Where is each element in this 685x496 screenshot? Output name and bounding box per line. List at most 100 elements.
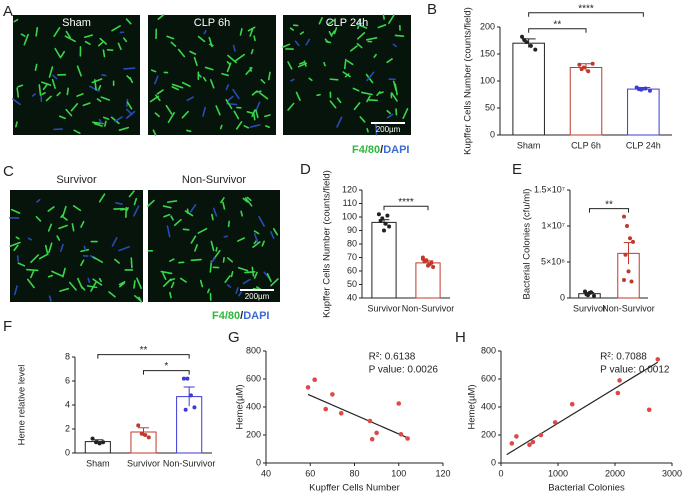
cell-stain bbox=[34, 63, 38, 72]
cell-stain bbox=[386, 109, 391, 115]
data-point bbox=[97, 441, 102, 446]
cell-stain bbox=[343, 58, 347, 70]
data-point bbox=[621, 278, 626, 282]
y-tick-label: 600 bbox=[246, 373, 261, 383]
stain-label: F4/80 bbox=[212, 310, 240, 322]
data-point bbox=[592, 293, 597, 298]
cell-stain bbox=[287, 61, 293, 70]
cell-stain bbox=[16, 87, 20, 98]
cell-stain bbox=[220, 197, 225, 204]
cell-stain bbox=[177, 48, 186, 58]
y-tick-label: 80 bbox=[347, 238, 357, 248]
cell-stain bbox=[253, 232, 259, 243]
data-point bbox=[382, 228, 386, 233]
significance-label: **** bbox=[578, 3, 594, 14]
cell-stain bbox=[189, 204, 197, 213]
cell-stain bbox=[114, 258, 120, 264]
significance-label: **** bbox=[398, 197, 414, 208]
cell-stain bbox=[353, 102, 361, 111]
cell-stain bbox=[48, 295, 52, 302]
y-tick-label: 600 bbox=[481, 373, 496, 383]
significance-label: * bbox=[164, 361, 168, 372]
cell-stain bbox=[190, 258, 202, 262]
cell-stain bbox=[71, 223, 75, 232]
y-tick-label: 400 bbox=[246, 401, 261, 411]
cell-stain bbox=[47, 274, 54, 278]
cell-stain bbox=[261, 240, 265, 247]
cell-stain bbox=[56, 235, 61, 241]
cell-stain bbox=[247, 26, 256, 32]
cell-stain bbox=[44, 244, 49, 256]
microscopy-texture bbox=[282, 14, 409, 136]
cell-stain bbox=[169, 258, 175, 262]
cell-stain bbox=[181, 81, 191, 88]
cell-stain bbox=[92, 278, 103, 286]
cell-stain bbox=[226, 95, 234, 103]
x-axis-label: Bacterial Colonies bbox=[548, 483, 625, 494]
cell-stain bbox=[173, 218, 182, 227]
data-point bbox=[385, 213, 390, 218]
data-point bbox=[647, 88, 652, 93]
x-tick-label: 0 bbox=[498, 468, 503, 478]
cell-stain bbox=[62, 267, 66, 278]
cell-stain bbox=[202, 106, 206, 117]
microscopy-texture bbox=[9, 190, 143, 303]
cell-stain bbox=[237, 266, 249, 272]
cell-stain bbox=[359, 116, 366, 123]
cell-stain bbox=[232, 44, 236, 52]
y-axis-label: Heme(µM) bbox=[235, 384, 246, 429]
cell-stain bbox=[386, 113, 394, 119]
cell-stain bbox=[235, 121, 243, 130]
cell-stain bbox=[242, 278, 251, 285]
cell-stain bbox=[366, 71, 375, 82]
data-point bbox=[387, 224, 392, 229]
cell-stain bbox=[156, 89, 164, 95]
data-point bbox=[552, 420, 558, 425]
panel-letter: D bbox=[300, 161, 311, 178]
cell-stain bbox=[222, 201, 226, 210]
cell-stain bbox=[246, 196, 252, 202]
cell-stain bbox=[133, 280, 136, 289]
data-point bbox=[369, 436, 375, 442]
cell-stain bbox=[117, 42, 122, 51]
cell-stain bbox=[235, 287, 239, 294]
cell-stain bbox=[209, 79, 215, 89]
cell-stain bbox=[366, 95, 371, 103]
image-label: Sham bbox=[62, 17, 91, 29]
data-point bbox=[590, 61, 595, 66]
data-point bbox=[643, 86, 648, 91]
y-tick-label: 6 bbox=[65, 375, 70, 385]
cell-stain bbox=[255, 109, 259, 119]
cell-stain bbox=[134, 295, 142, 302]
cell-stain bbox=[211, 213, 214, 221]
cell-stain bbox=[270, 278, 279, 287]
y-axis-label: Heme(µM) bbox=[467, 384, 478, 429]
cell-stain bbox=[297, 62, 308, 68]
cell-stain bbox=[365, 37, 378, 41]
y-tick-label: 40 bbox=[347, 292, 357, 302]
cell-stain bbox=[267, 71, 271, 81]
cell-stain bbox=[253, 271, 258, 279]
y-tick-label: 800 bbox=[481, 345, 496, 355]
data-point bbox=[405, 436, 410, 441]
cell-stain bbox=[210, 240, 215, 252]
data-point bbox=[626, 269, 631, 274]
data-point bbox=[615, 390, 621, 396]
data-point bbox=[621, 214, 626, 219]
cell-stain bbox=[316, 93, 321, 97]
significance-bracket bbox=[383, 205, 429, 211]
x-tick-label: Sham bbox=[517, 140, 541, 150]
cell-stain bbox=[147, 199, 155, 207]
cell-stain bbox=[60, 50, 66, 58]
data-point bbox=[429, 260, 434, 265]
cell-stain bbox=[51, 270, 63, 277]
cell-stain bbox=[30, 254, 40, 263]
cell-stain bbox=[227, 284, 232, 288]
x-tick-label: Non-Survivor bbox=[163, 458, 216, 468]
cell-stain bbox=[272, 228, 279, 236]
cell-stain bbox=[64, 35, 76, 43]
data-point bbox=[192, 405, 197, 410]
cell-stain bbox=[202, 76, 207, 82]
cell-stain bbox=[170, 41, 177, 48]
